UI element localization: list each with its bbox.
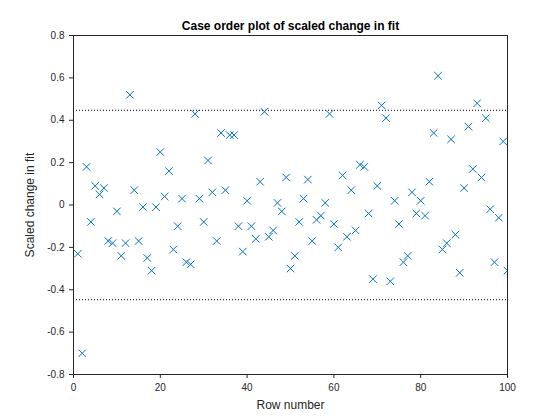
svg-text:40: 40	[242, 382, 254, 393]
svg-text:0: 0	[71, 382, 77, 393]
svg-text:0.6: 0.6	[51, 72, 65, 83]
svg-text:-0.6: -0.6	[47, 326, 65, 337]
svg-text:80: 80	[415, 382, 427, 393]
svg-text:0.8: 0.8	[51, 30, 65, 41]
svg-text:-0.8: -0.8	[47, 369, 65, 380]
svg-text:Scaled change in fit: Scaled change in fit	[23, 152, 37, 257]
svg-text:-0.4: -0.4	[47, 284, 65, 295]
svg-text:Row number: Row number	[256, 398, 324, 412]
svg-text:100: 100	[499, 382, 516, 393]
svg-text:0.4: 0.4	[51, 114, 65, 125]
svg-text:20: 20	[155, 382, 167, 393]
svg-text:0: 0	[59, 199, 65, 210]
svg-text:-0.2: -0.2	[47, 242, 65, 253]
svg-text:60: 60	[328, 382, 340, 393]
svg-text:0.2: 0.2	[51, 157, 65, 168]
svg-text:Case order plot of scaled chan: Case order plot of scaled change in fit	[182, 19, 399, 33]
